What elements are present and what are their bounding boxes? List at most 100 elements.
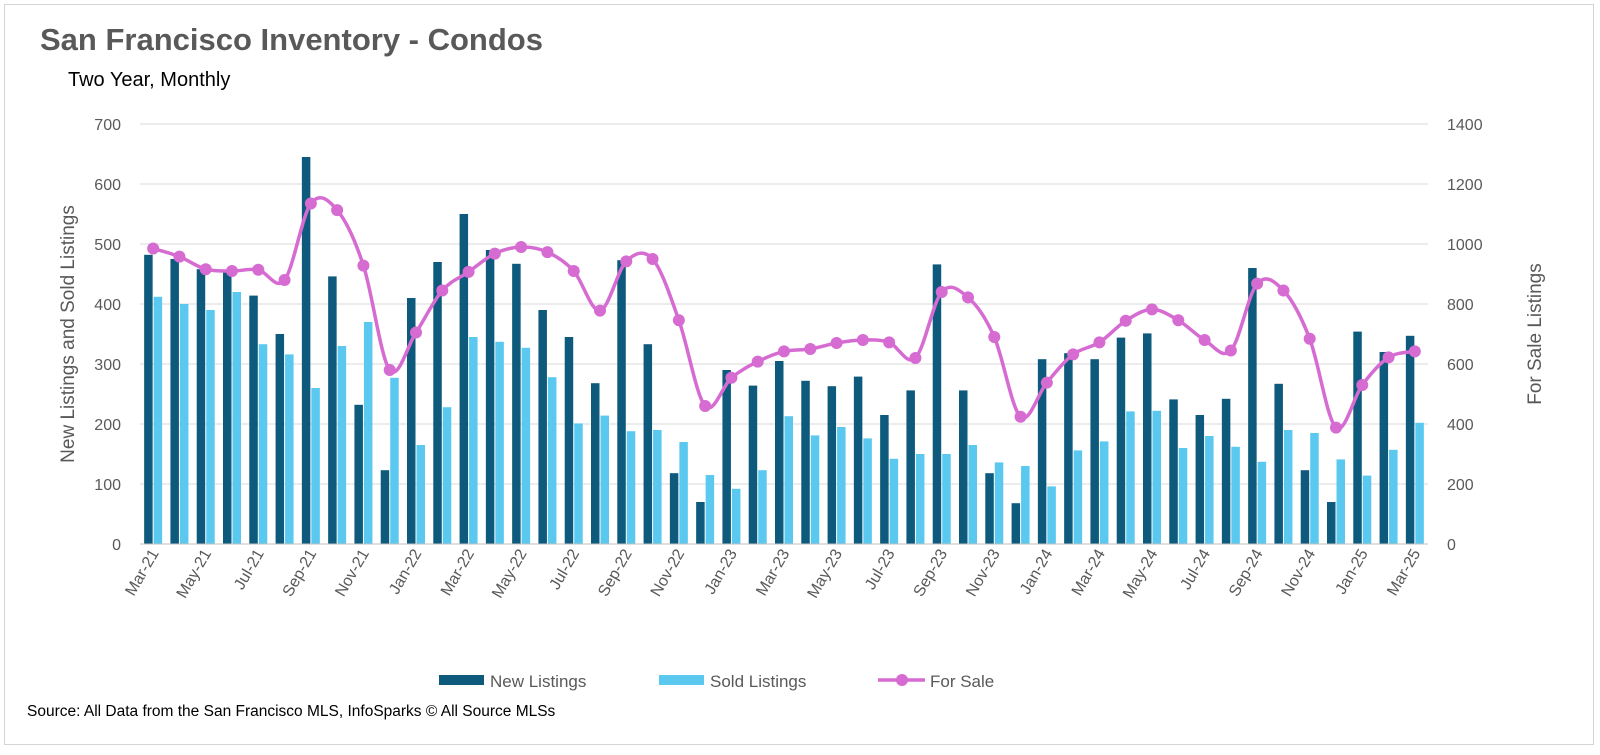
x-axis-tick-label: Jan-24	[1017, 546, 1056, 597]
bar-new-listings	[722, 370, 731, 544]
for-sale-point	[1277, 284, 1290, 297]
bar-sold-listings	[1283, 430, 1293, 544]
bar-sold-listings	[258, 344, 268, 544]
right-axis-tick-label: 0	[1447, 537, 1456, 554]
for-sale-point	[699, 400, 712, 412]
for-sale-point	[1408, 345, 1421, 358]
bar-sold-listings	[1415, 422, 1424, 544]
bar-sold-listings	[1257, 461, 1267, 544]
bar-new-listings	[617, 260, 626, 544]
bar-sold-listings	[390, 377, 399, 544]
right-axis-tick-label: 200	[1447, 477, 1474, 494]
for-sale-point	[226, 265, 238, 277]
chart-frame	[4, 4, 1594, 745]
bar-new-listings	[1300, 470, 1310, 544]
bar-sold-listings	[1205, 436, 1214, 544]
bar-sold-listings	[653, 430, 662, 544]
for-sale-point	[594, 304, 606, 317]
x-axis-tick-label: Nov-23	[963, 546, 1004, 599]
bar-new-listings	[1090, 359, 1099, 544]
right-axis-tick-label: 600	[1447, 357, 1474, 374]
for-sale-point	[383, 364, 396, 376]
for-sale-point	[883, 336, 896, 349]
bar-new-listings	[1327, 502, 1336, 544]
bar-new-listings	[669, 473, 679, 544]
for-sale-point	[1251, 277, 1264, 290]
for-sale-point	[751, 355, 764, 368]
for-sale-point	[830, 337, 843, 349]
bar-new-listings	[433, 262, 442, 544]
bar-sold-listings	[600, 415, 609, 544]
x-axis-tick-label: Mar-21	[123, 546, 163, 598]
bar-sold-listings	[626, 431, 636, 544]
bar-sold-listings	[521, 347, 531, 544]
for-sale-point	[620, 255, 633, 268]
source-note: Source: All Data from the San Francisco …	[27, 703, 556, 720]
bar-new-listings	[196, 269, 206, 544]
bar-sold-listings	[547, 377, 557, 544]
x-axis-tick-label: Jul-23	[862, 546, 899, 592]
right-axis-tick-label: 1200	[1447, 177, 1483, 194]
left-axis-tick-label: 700	[94, 117, 121, 134]
bar-new-listings	[880, 415, 889, 544]
for-sale-point	[1198, 334, 1211, 346]
for-sale-point	[1119, 314, 1132, 327]
bar-new-listings	[696, 502, 705, 544]
bar-new-listings	[1011, 503, 1021, 544]
bar-new-listings	[1248, 268, 1257, 544]
for-sale-point	[304, 197, 317, 210]
bar-sold-listings	[574, 423, 583, 544]
bar-new-listings	[538, 310, 547, 544]
bar-sold-listings	[942, 454, 951, 544]
legend-new-listings-swatch	[439, 675, 484, 685]
left-axis-tick-label: 0	[112, 537, 121, 554]
for-sale-point	[935, 286, 948, 298]
bar-sold-listings	[1231, 446, 1240, 544]
x-axis-tick-label: Sep-24	[1226, 546, 1267, 599]
bar-sold-listings	[442, 407, 452, 544]
for-sale-point	[410, 326, 422, 339]
x-axis-tick-label: Jul-24	[1178, 546, 1215, 592]
bar-new-listings	[775, 361, 784, 544]
bar-new-listings	[380, 470, 390, 544]
x-axis-tick-label: Mar-22	[438, 546, 478, 598]
for-sale-point	[909, 352, 922, 364]
bar-sold-listings	[363, 322, 373, 544]
bar-new-listings	[170, 259, 179, 544]
bar-sold-listings	[1047, 486, 1056, 544]
bar-sold-listings	[784, 416, 793, 544]
bar-new-listings	[932, 264, 942, 544]
bar-new-listings	[328, 276, 337, 544]
bar-new-listings	[1064, 353, 1073, 544]
for-sale-point	[252, 263, 265, 276]
bar-new-listings	[748, 385, 758, 544]
left-axis-tick-label: 100	[94, 477, 121, 494]
x-axis-tick-label: Nov-24	[1279, 546, 1320, 599]
x-axis-tick-label: Jul-22	[547, 546, 584, 592]
bar-new-listings	[906, 390, 915, 544]
for-sale-point	[541, 246, 554, 259]
bar-sold-listings	[179, 304, 189, 544]
bar-sold-listings	[1021, 466, 1030, 544]
for-sale-line	[147, 196, 1421, 434]
for-sale-point	[1146, 303, 1158, 316]
bar-new-listings	[1405, 335, 1415, 544]
bar-new-listings	[1116, 337, 1126, 544]
bar-new-listings	[1037, 359, 1047, 544]
bar-new-listings	[485, 250, 495, 544]
bar-sold-listings	[495, 341, 504, 544]
x-axis-tick-label: Jan-23	[702, 546, 741, 597]
bar-new-listings	[985, 473, 994, 544]
legend-sold-listings-swatch	[659, 675, 704, 685]
bar-new-listings	[1353, 331, 1362, 544]
bar-sold-listings	[1126, 411, 1135, 544]
x-axis-tick-label: Sep-22	[595, 546, 636, 599]
right-axis-title: For Sale Listings	[1525, 263, 1546, 405]
bar-new-listings	[1143, 333, 1152, 544]
for-sale-point	[278, 274, 291, 286]
left-axis-tick-label: 400	[94, 297, 121, 314]
x-axis-tick-label: May-22	[489, 546, 530, 601]
bar-new-listings	[144, 254, 153, 545]
x-axis-ticks: Mar-21 May-21 Jul-21 Sep-21 Nov-21 Jan-22 Mar-…	[123, 546, 1425, 601]
